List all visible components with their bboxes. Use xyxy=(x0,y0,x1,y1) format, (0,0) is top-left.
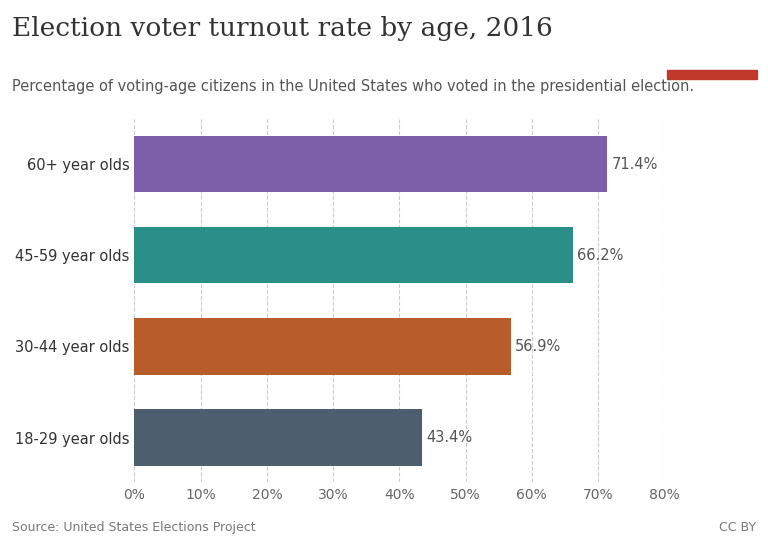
Text: Percentage of voting-age citizens in the United States who voted in the presiden: Percentage of voting-age citizens in the… xyxy=(12,79,694,94)
Text: Our World
in Data: Our World in Data xyxy=(678,21,746,52)
Bar xyxy=(134,318,511,375)
Text: Election voter turnout rate by age, 2016: Election voter turnout rate by age, 2016 xyxy=(12,16,552,41)
Bar xyxy=(667,70,757,79)
Bar xyxy=(134,227,573,283)
Text: 66.2%: 66.2% xyxy=(577,248,624,263)
Text: 71.4%: 71.4% xyxy=(611,157,657,171)
Text: 43.4%: 43.4% xyxy=(425,430,472,445)
Bar xyxy=(134,409,422,466)
Text: Source: United States Elections Project: Source: United States Elections Project xyxy=(12,521,255,534)
Text: 56.9%: 56.9% xyxy=(515,339,561,354)
Bar xyxy=(134,136,607,192)
Text: CC BY: CC BY xyxy=(720,521,756,534)
